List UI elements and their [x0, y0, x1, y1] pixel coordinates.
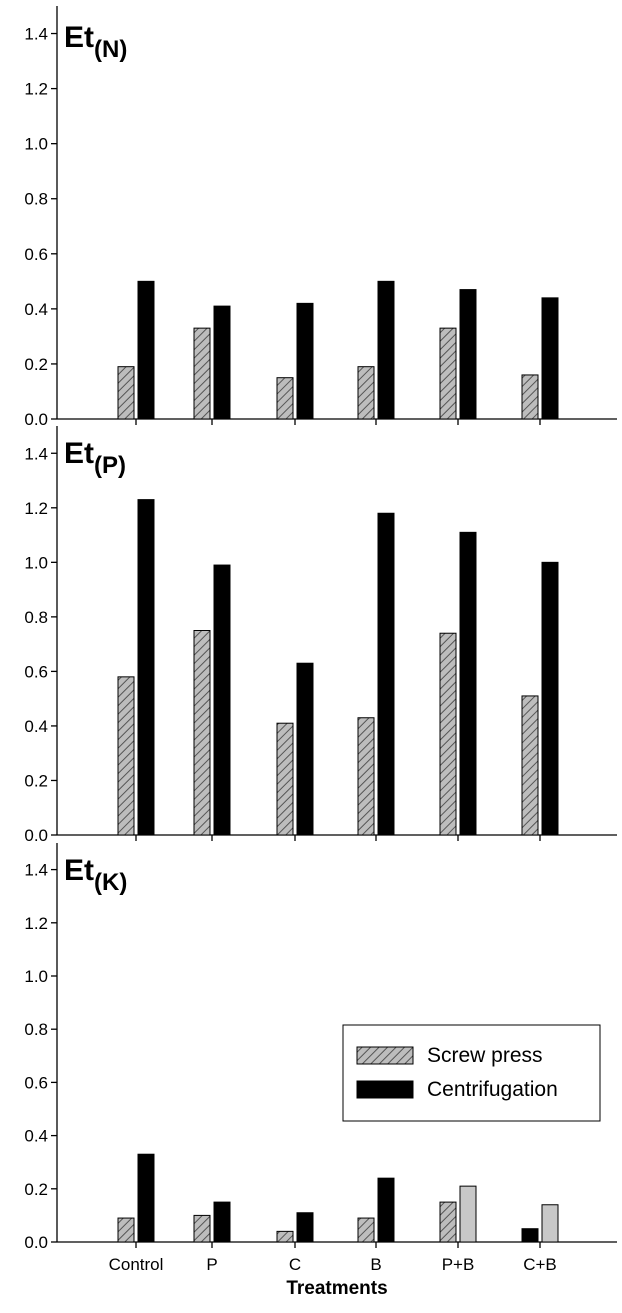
- panel-title-subscript: (P): [94, 452, 126, 479]
- x-tick-label: Control: [109, 1255, 164, 1274]
- y-tick-label: 0.2: [24, 771, 48, 790]
- panel-title-main: Et: [64, 21, 94, 54]
- x-tick-label: P+B: [442, 1255, 475, 1274]
- bar-screw-press-c-plus-b: [521, 374, 539, 420]
- bar-screw-press-control: [117, 1217, 135, 1243]
- bar-centrifugation-p: [213, 305, 231, 420]
- bar-centrifugation-control: [137, 499, 155, 836]
- legend: Screw press Centrifugation: [342, 1024, 601, 1122]
- y-tick-label: 0.8: [24, 608, 48, 627]
- y-tick-label: 0.8: [24, 190, 48, 209]
- bar-centrifugation-b: [377, 280, 395, 420]
- bar-centrifugation-c: [296, 1212, 314, 1243]
- y-tick-label: 0.2: [24, 1180, 48, 1199]
- bar-screw-press-c: [276, 1230, 294, 1243]
- y-tick-label: 1.4: [24, 25, 48, 44]
- bar-centrifugation-c-plus-b: [541, 297, 559, 420]
- bar-centrifugation-c: [296, 302, 314, 420]
- x-tick-label: B: [370, 1255, 381, 1274]
- bar-screw-press-b: [357, 1217, 375, 1243]
- bar-screw-press-p: [193, 327, 211, 420]
- bar-screw-press-p: [193, 630, 211, 836]
- y-tick-label: 0.6: [24, 245, 48, 264]
- bar-screw-press-control: [117, 676, 135, 836]
- bar-screw-press-c: [276, 722, 294, 836]
- panel-title-subscript: (K): [94, 869, 127, 896]
- bar-centrifugation-b: [377, 1177, 395, 1243]
- bar-screw-press-p-plus-b: [439, 327, 457, 420]
- y-tick-label: 1.2: [24, 499, 48, 518]
- y-tick-label: 0.8: [24, 1020, 48, 1039]
- legend-swatch-screw-press: [356, 1046, 414, 1065]
- bar-centrifugation-c-plus-b: [541, 1204, 559, 1243]
- y-tick-label: 1.2: [24, 914, 48, 933]
- y-tick-label: 0.4: [24, 1127, 48, 1146]
- panels-layer: 0.00.20.40.60.81.01.21.4 Et(N)0.00.20.40.…: [24, 6, 617, 1299]
- legend-swatch-centrifugation: [356, 1080, 414, 1099]
- x-axis-title: Treatments: [286, 1278, 387, 1299]
- bar-screw-press-control: [117, 366, 135, 420]
- bar-centrifugation-p: [213, 564, 231, 836]
- y-tick-label: 0.4: [24, 300, 48, 319]
- y-tick-label: 1.2: [24, 80, 48, 99]
- bar-screw-press-p-plus-b: [439, 632, 457, 836]
- bar-screw-press-c-plus-b: [521, 1228, 539, 1243]
- bar-screw-press-b: [357, 717, 375, 836]
- x-tick-label: C+B: [523, 1255, 557, 1274]
- bar-screw-press-p-plus-b: [439, 1201, 457, 1243]
- panel-title: Et(P): [64, 437, 126, 479]
- panel-title-main: Et: [64, 854, 94, 887]
- y-tick-label: 1.4: [24, 861, 48, 880]
- legend-label: Centrifugation: [427, 1078, 558, 1101]
- y-tick-label: 1.4: [24, 444, 48, 463]
- bar-centrifugation-c-plus-b: [541, 561, 559, 836]
- x-tick-label: C: [289, 1255, 301, 1274]
- bar-centrifugation-p: [213, 1201, 231, 1243]
- y-tick-label: 0.0: [24, 1233, 48, 1252]
- legend-label: Screw press: [427, 1044, 543, 1067]
- legend-box: [342, 1024, 601, 1122]
- bar-centrifugation-p-plus-b: [459, 289, 477, 420]
- y-tick-label: 0.4: [24, 717, 48, 736]
- bar-screw-press-c: [276, 377, 294, 420]
- bar-centrifugation-p-plus-b: [459, 531, 477, 836]
- y-tick-label: 0.6: [24, 1073, 48, 1092]
- bar-screw-press-p: [193, 1214, 211, 1243]
- chart-panel-2: 0.0 0.2 0.4 0.6 0.8 1.0 1.2 1.4 Et(P): [24, 426, 617, 845]
- y-tick-label: 0.2: [24, 355, 48, 374]
- bar-screw-press-c-plus-b: [521, 695, 539, 836]
- y-tick-label: 0.6: [24, 662, 48, 681]
- bar-centrifugation-control: [137, 1153, 155, 1243]
- x-tick-label: P: [206, 1255, 217, 1274]
- panel-title: Et(N): [64, 21, 127, 63]
- bar-centrifugation-p-plus-b: [459, 1185, 477, 1243]
- chart-panel-3: 0.0 0.2 0.4 0.6 0.8 1.0 1.2 1.4 Et(K) Control P C B P…: [24, 843, 617, 1299]
- bar-screw-press-b: [357, 366, 375, 420]
- y-tick-label: 1.0: [24, 553, 48, 572]
- y-tick-label: 0.0: [24, 826, 48, 845]
- y-tick-label: 0.0: [24, 410, 48, 429]
- y-tick-label: 1.0: [24, 967, 48, 986]
- bar-centrifugation-c: [296, 662, 314, 836]
- y-tick-label: 1.0: [24, 135, 48, 154]
- panel-title: Et(K): [64, 854, 127, 896]
- bar-centrifugation-b: [377, 512, 395, 836]
- bar-centrifugation-control: [137, 280, 155, 420]
- panel-title-subscript: (N): [94, 36, 127, 63]
- chart-panel-1: 0.0 0.2 0.4 0.6 0.8 1.0 1.2 1.4 Et(N): [24, 6, 617, 429]
- panel-title-main: Et: [64, 437, 94, 470]
